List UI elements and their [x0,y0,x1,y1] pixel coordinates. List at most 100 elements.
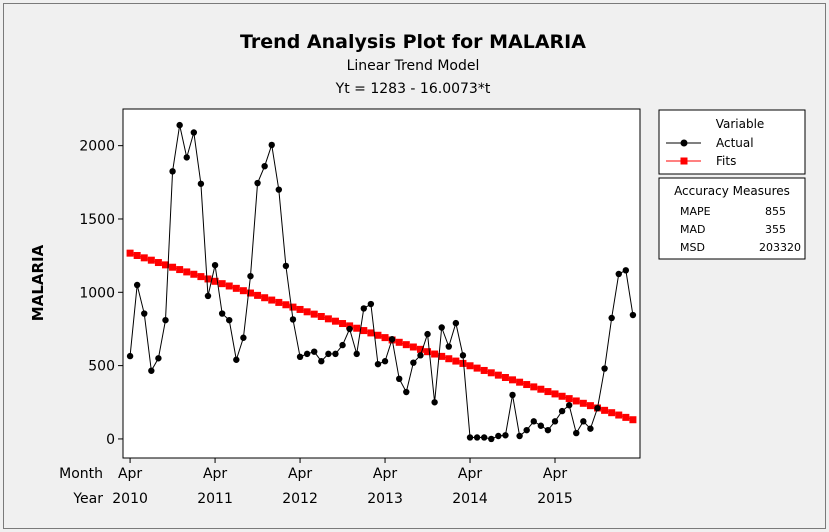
actual-point [473,434,481,441]
actual-point [629,311,637,319]
accuracy-box [658,177,806,260]
actual-point [403,388,410,396]
fits-point [360,327,368,335]
accuracy-value-mape: 855 [765,205,786,218]
x-tick-month-label: Apr [203,466,227,482]
fits-point [473,364,481,372]
actual-point [594,404,601,412]
fits-point [537,385,545,393]
accuracy-label-msd: MSD [680,241,705,254]
accuracy-value-msd: 203320 [759,241,801,254]
y-tick-label: 2000 [79,139,115,155]
fits-point [551,390,559,398]
fits-point [459,359,467,367]
fits-point [480,366,488,374]
x-tick-year-label: 2015 [537,491,573,507]
fits-point [409,343,417,351]
actual-point [254,179,261,187]
fits-point [445,355,453,363]
actual-point [332,350,339,358]
fits-point [261,294,269,302]
accuracy-value-mad: 355 [765,223,786,236]
actual-point [488,435,495,443]
actual-point [133,281,141,289]
fits-point [523,381,531,389]
fits-point [395,338,403,346]
actual-point [502,432,509,439]
actual-point [190,129,198,136]
fits-point [367,329,375,337]
actual-point [141,310,148,317]
actual-point [438,324,445,331]
y-tick-label: 0 [106,432,115,448]
actual-point [452,319,460,327]
actual-point [523,426,530,434]
fits-point [622,413,630,421]
fits-point [254,291,262,299]
fits-point [190,270,198,278]
actual-point [445,343,452,350]
actual-point [233,356,240,363]
fits-point [381,334,389,342]
actual-point [126,352,134,360]
actual-point [424,330,431,338]
fits-point [161,261,169,269]
legend-title: Variable [716,117,765,131]
fits-point [339,320,347,328]
fits-point [232,284,240,292]
actual-point [417,352,424,359]
y-tick-label: 1500 [79,212,115,228]
y-tick-label: 1000 [79,285,115,301]
fits-point [324,315,332,323]
actual-point [318,358,325,365]
actual-point [183,154,190,161]
actual-point [311,348,318,355]
x-row-label-month: Month [59,466,103,482]
fits-point [530,383,538,391]
actual-point [360,305,367,312]
x-tick-year-label: 2013 [367,491,403,507]
actual-point [544,426,552,434]
fits-point [282,301,290,309]
actual-point [466,434,474,441]
fits-point [629,416,637,424]
actual-point [480,434,488,441]
actual-point [240,334,247,341]
fits-point [303,308,311,316]
actual-point [204,292,212,300]
actual-point [367,300,375,308]
fits-point [246,289,254,297]
x-tick-year-label: 2010 [112,491,148,507]
fits-point [416,345,424,353]
x-row-label-year: Year [72,491,103,507]
actual-point [148,367,155,374]
chart-subtitle: Linear Trend Model [347,58,480,74]
actual-point [388,336,396,343]
actual-point [381,358,389,365]
legend-fits-label: Fits [716,154,736,168]
actual-point [197,180,205,187]
fits-point [317,312,325,320]
x-tick-month-label: Apr [543,466,567,482]
fits-point [431,350,439,358]
fits-point [197,273,205,281]
fits-point [424,348,432,356]
trend-equation: Yt = 1283 - 16.0073*t [335,81,491,97]
fits-point [544,388,552,396]
fits-point [211,277,219,285]
fits-point [353,324,361,332]
fits-point [176,266,184,274]
fits-point [296,305,304,313]
actual-point [573,429,580,437]
fits-point [310,310,318,318]
fits-point [565,395,573,403]
fits-point [331,317,339,325]
fits-point [140,254,148,262]
x-tick-month-label: Apr [288,466,312,482]
actual-point [396,375,403,383]
actual-point [211,261,219,269]
fits-point [558,392,566,400]
accuracy-title: Accuracy Measures [674,184,790,198]
actual-point [459,352,467,359]
fits-point [509,376,517,384]
